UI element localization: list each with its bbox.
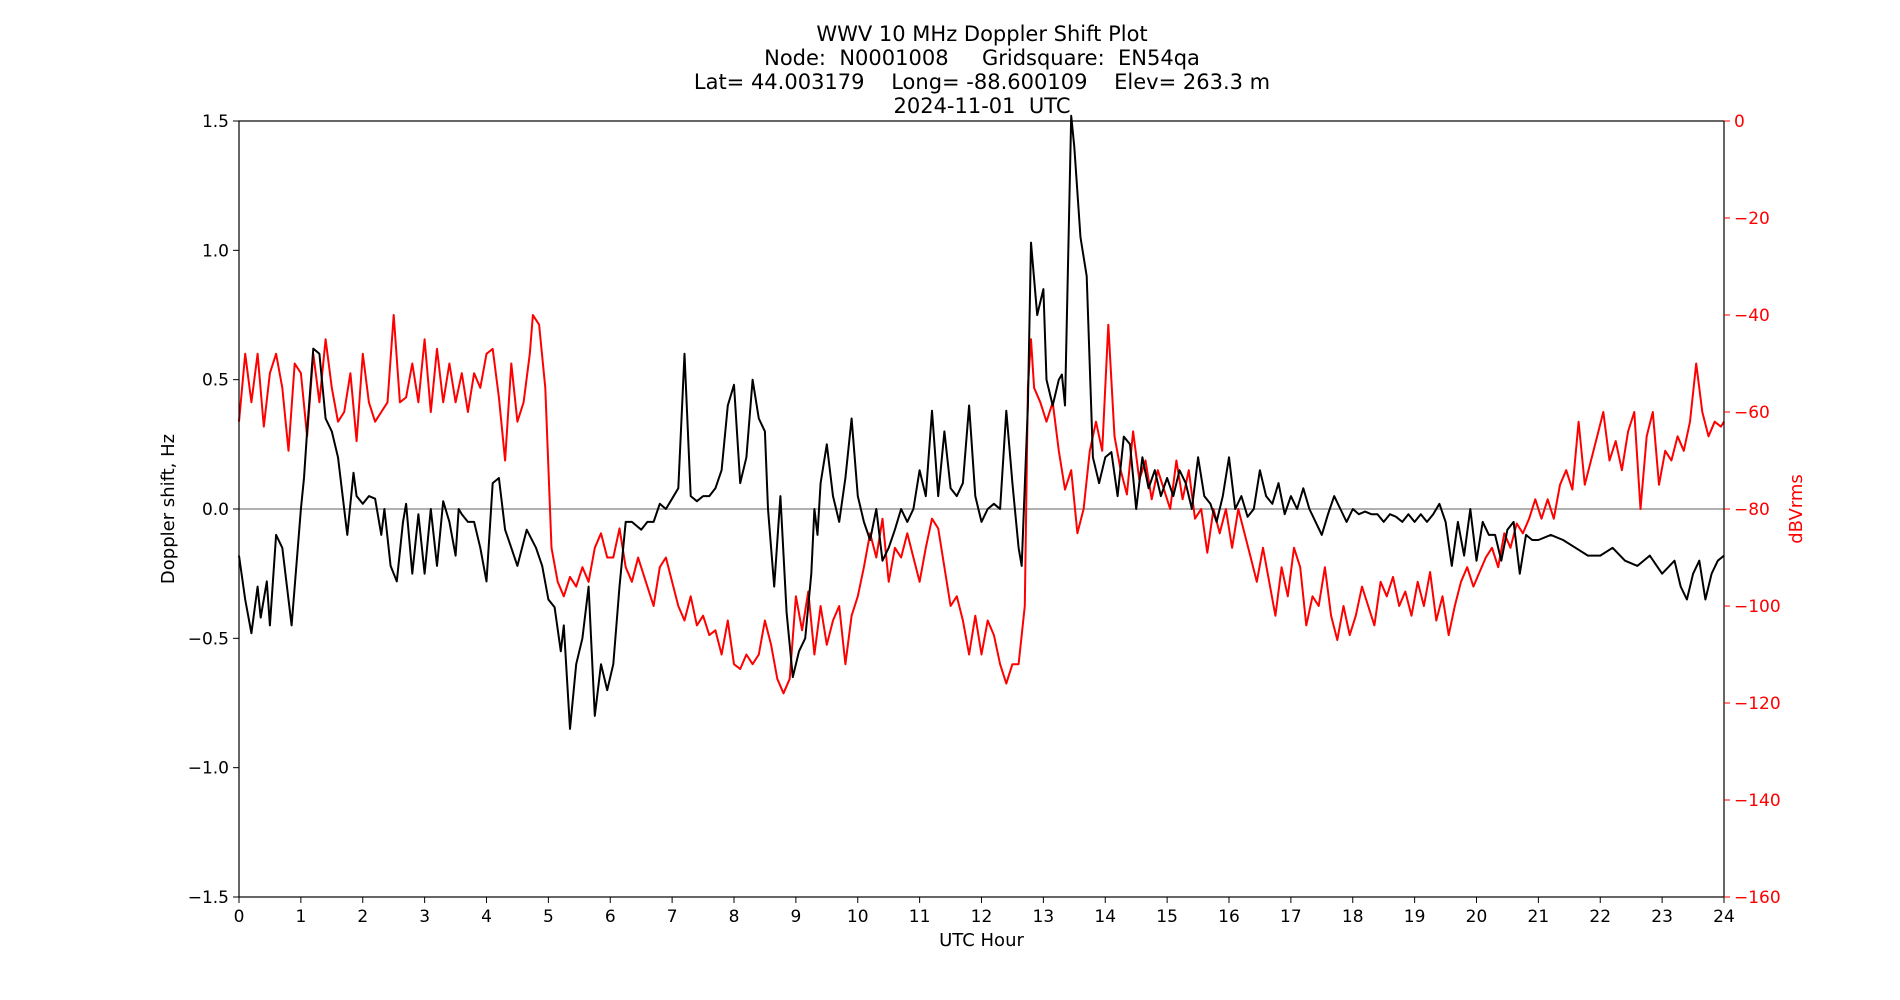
x-tick-label: 6 <box>605 907 616 927</box>
chart-title-line-4: 2024-11-01 UTC <box>893 94 1071 118</box>
y-left-tick-label: 0.0 <box>202 500 229 520</box>
y-right-tick-label: −120 <box>1734 694 1781 714</box>
x-tick-label: 7 <box>667 907 678 927</box>
x-tick-label: 14 <box>1094 907 1116 927</box>
x-tick-label: 13 <box>1033 907 1055 927</box>
x-tick-label: 9 <box>790 907 801 927</box>
y-right-tick-label: −20 <box>1734 209 1770 229</box>
x-tick-label: 12 <box>971 907 993 927</box>
y-left-tick-label: 1.5 <box>202 112 229 132</box>
x-tick-label: 22 <box>1589 907 1611 927</box>
y-left-tick-label: 0.5 <box>202 371 229 391</box>
y-left-tick-label: −1.5 <box>188 888 229 908</box>
x-tick-label: 16 <box>1218 907 1240 927</box>
x-tick-label: 21 <box>1528 907 1550 927</box>
y-right-tick-label: 0 <box>1734 112 1745 132</box>
x-tick-label: 5 <box>543 907 554 927</box>
x-tick-label: 10 <box>847 907 869 927</box>
x-tick-label: 17 <box>1280 907 1302 927</box>
y-right-tick-label: −140 <box>1734 791 1781 811</box>
y-axis-label-right: dBVrms <box>1786 474 1807 544</box>
x-axis-label: UTC Hour <box>939 930 1024 951</box>
x-tick-label: 11 <box>909 907 931 927</box>
x-tick-label: 23 <box>1651 907 1673 927</box>
signal-level-series-line <box>238 314 1725 695</box>
y-left-tick-label: −0.5 <box>188 629 229 649</box>
chart-title-line-2: Node: N0001008 Gridsquare: EN54qa <box>764 46 1200 70</box>
x-tick-label: 24 <box>1713 907 1735 927</box>
y-right-tick-label: −80 <box>1734 500 1770 520</box>
y-right-tick-label: −160 <box>1734 888 1781 908</box>
chart-title-line-1: WWV 10 MHz Doppler Shift Plot <box>816 22 1148 46</box>
y-axis-label-left: Doppler shift, Hz <box>158 434 179 584</box>
y-left-tick-label: 1.0 <box>202 241 229 261</box>
x-tick-label: 1 <box>295 907 306 927</box>
doppler-shift-series-line <box>238 114 1725 730</box>
x-tick-label: 15 <box>1156 907 1178 927</box>
x-tick-label: 20 <box>1466 907 1488 927</box>
x-tick-label: 19 <box>1404 907 1426 927</box>
x-tick-label: 2 <box>357 907 368 927</box>
x-tick-label: 0 <box>234 907 245 927</box>
y-right-tick-label: −100 <box>1734 597 1781 617</box>
y-left-tick-label: −1.0 <box>188 759 229 779</box>
x-tick-label: 3 <box>419 907 430 927</box>
x-tick-label: 8 <box>729 907 740 927</box>
chart-title-line-3: Lat= 44.003179 Long= -88.600109 Elev= 26… <box>693 70 1271 94</box>
y-right-tick-label: −40 <box>1734 306 1770 326</box>
x-tick-label: 18 <box>1342 907 1364 927</box>
y-right-tick-label: −60 <box>1734 403 1770 423</box>
x-tick-label: 4 <box>481 907 492 927</box>
